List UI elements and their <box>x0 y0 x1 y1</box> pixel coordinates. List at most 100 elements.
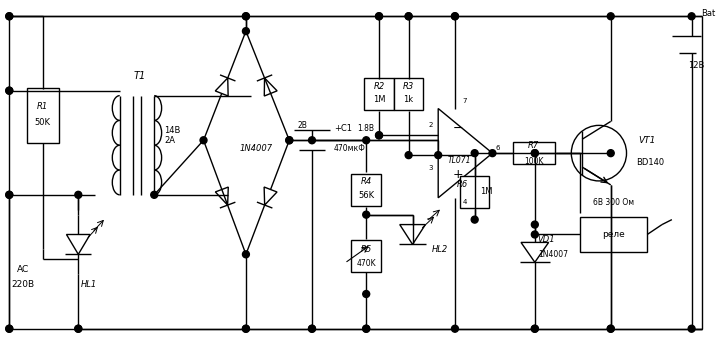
Circle shape <box>452 13 459 20</box>
Circle shape <box>75 325 82 332</box>
Polygon shape <box>400 225 426 244</box>
Text: R7: R7 <box>528 141 539 150</box>
Circle shape <box>242 325 249 332</box>
Circle shape <box>363 325 370 332</box>
Text: −: − <box>453 122 464 135</box>
Circle shape <box>435 152 441 159</box>
Circle shape <box>688 325 695 332</box>
Circle shape <box>242 13 249 20</box>
Circle shape <box>452 325 459 332</box>
Bar <box>460 176 490 208</box>
Text: AC: AC <box>17 265 29 274</box>
Circle shape <box>6 13 13 20</box>
Bar <box>580 217 647 252</box>
Circle shape <box>308 325 316 332</box>
Bar <box>513 142 554 164</box>
Circle shape <box>531 221 539 228</box>
Text: 470мкФ: 470мкФ <box>334 144 365 153</box>
Text: VD1: VD1 <box>538 235 555 244</box>
Text: R1: R1 <box>37 102 48 111</box>
Polygon shape <box>66 235 90 254</box>
Circle shape <box>363 291 370 298</box>
Text: реле: реле <box>603 230 625 239</box>
Text: 1.8В: 1.8В <box>357 124 374 133</box>
Circle shape <box>489 150 496 157</box>
Circle shape <box>286 137 293 144</box>
Circle shape <box>200 137 207 144</box>
Circle shape <box>452 13 459 20</box>
Text: 4: 4 <box>463 199 467 205</box>
Circle shape <box>6 325 13 332</box>
Text: R5: R5 <box>361 245 372 254</box>
Circle shape <box>308 137 316 144</box>
Circle shape <box>471 150 478 157</box>
Circle shape <box>471 216 478 223</box>
Circle shape <box>363 325 370 332</box>
Bar <box>365 78 394 109</box>
Text: R4: R4 <box>361 178 372 186</box>
Text: R6: R6 <box>457 180 468 190</box>
Circle shape <box>363 211 370 218</box>
Circle shape <box>286 137 293 144</box>
Circle shape <box>406 13 412 20</box>
Circle shape <box>363 137 370 144</box>
Circle shape <box>308 325 316 332</box>
Polygon shape <box>265 78 277 96</box>
Text: HL1: HL1 <box>81 280 98 289</box>
Circle shape <box>242 325 249 332</box>
Circle shape <box>531 150 539 157</box>
Polygon shape <box>216 187 229 205</box>
Text: R3: R3 <box>403 82 414 91</box>
Polygon shape <box>264 187 277 205</box>
Text: T1: T1 <box>133 71 145 81</box>
Text: 3: 3 <box>429 165 434 171</box>
Text: HL2: HL2 <box>432 245 449 254</box>
Bar <box>27 88 58 143</box>
Text: 56K: 56K <box>358 191 375 200</box>
Text: VT1: VT1 <box>638 136 656 145</box>
Bar <box>352 174 381 206</box>
Text: 1k: 1k <box>403 95 413 104</box>
Circle shape <box>406 13 412 20</box>
Circle shape <box>531 325 539 332</box>
Circle shape <box>6 191 13 198</box>
Text: TL071: TL071 <box>448 155 472 164</box>
Circle shape <box>688 13 695 20</box>
Text: +C1: +C1 <box>334 124 352 133</box>
Circle shape <box>242 251 249 258</box>
Text: 1N4007: 1N4007 <box>538 250 568 259</box>
Polygon shape <box>215 78 228 96</box>
Text: 470K: 470K <box>357 259 376 268</box>
Circle shape <box>608 150 614 157</box>
Circle shape <box>572 125 626 181</box>
Text: 1M: 1M <box>480 187 493 196</box>
Text: Bat: Bat <box>702 9 715 18</box>
Circle shape <box>6 13 13 20</box>
Circle shape <box>375 13 383 20</box>
Polygon shape <box>438 108 493 198</box>
Circle shape <box>75 191 82 198</box>
Circle shape <box>242 28 249 35</box>
Text: 2: 2 <box>429 122 434 128</box>
Text: +: + <box>453 169 464 182</box>
Circle shape <box>608 325 614 332</box>
Text: 2В: 2В <box>297 121 307 130</box>
Text: 7: 7 <box>463 98 467 104</box>
Text: 6В 300 Ом: 6В 300 Ом <box>593 198 634 207</box>
Text: 6: 6 <box>495 145 500 151</box>
Text: 1N4007: 1N4007 <box>239 144 273 153</box>
Polygon shape <box>521 243 549 262</box>
Circle shape <box>6 325 13 332</box>
Circle shape <box>608 325 614 332</box>
Circle shape <box>375 132 383 139</box>
Circle shape <box>75 325 82 332</box>
Bar <box>352 240 381 272</box>
Circle shape <box>375 132 383 139</box>
Circle shape <box>6 87 13 94</box>
Circle shape <box>608 13 614 20</box>
Bar <box>394 78 423 109</box>
Text: 220В: 220В <box>12 280 35 289</box>
Circle shape <box>531 325 539 332</box>
Circle shape <box>6 87 13 94</box>
Text: BD140: BD140 <box>636 158 664 166</box>
